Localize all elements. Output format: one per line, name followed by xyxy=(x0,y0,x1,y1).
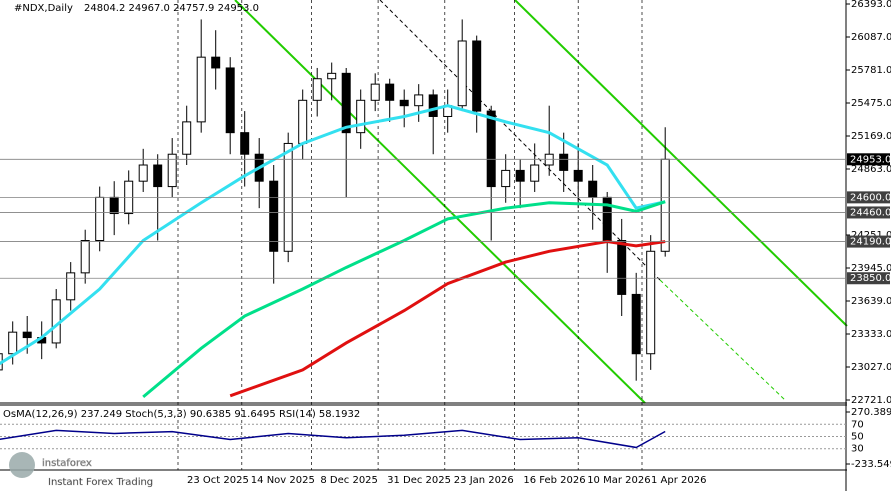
trend-line xyxy=(659,279,786,401)
candle-body xyxy=(646,250,656,355)
watermark: instaforex Instant Forex Trading xyxy=(9,452,153,488)
candle-body xyxy=(269,180,279,252)
candle-body xyxy=(22,331,32,339)
candle-body xyxy=(312,78,322,101)
candle-body xyxy=(617,240,627,295)
candle-body xyxy=(573,169,583,182)
x-tick-label: 16 Feb 2026 xyxy=(523,475,585,486)
osc-tick-label: 70 xyxy=(851,419,864,430)
candle-body xyxy=(399,99,409,107)
x-tick-label: 23 Jan 2026 xyxy=(454,475,514,486)
y-tick-label: 25475.0 xyxy=(851,98,891,109)
candle-body xyxy=(341,72,351,134)
osc-y2-tick-label: 270.389 xyxy=(851,407,891,418)
moving-average xyxy=(142,200,666,399)
logo xyxy=(9,452,35,478)
y-tick-label: 22721.0 xyxy=(851,395,891,406)
level-box xyxy=(847,206,890,219)
candle-body xyxy=(414,94,424,107)
level-box xyxy=(847,272,890,285)
candle-body xyxy=(95,196,105,242)
osc-tick-label: 30 xyxy=(851,444,864,455)
candle-body xyxy=(428,94,438,117)
candle-body xyxy=(327,72,337,80)
candle-body xyxy=(153,164,163,188)
candle-body xyxy=(298,99,308,144)
candle-body xyxy=(109,196,119,215)
x-tick-label: 10 Mar 2026 xyxy=(587,475,650,486)
level-label: 24953.0 xyxy=(850,154,891,165)
x-tick-label: 23 Oct 2025 xyxy=(187,475,249,486)
level-box xyxy=(847,153,890,166)
brand: instaforex xyxy=(42,458,92,469)
y-tick-label: 25781.0 xyxy=(851,65,891,76)
candle-body xyxy=(515,169,525,182)
osc-y2-tick-label: -233.549 xyxy=(851,459,891,470)
level-label: 23850.0 xyxy=(850,273,891,284)
moving-average xyxy=(0,104,666,366)
trend-lines xyxy=(234,0,848,404)
candle-body xyxy=(631,293,641,355)
level-box xyxy=(847,235,890,248)
x-tick-label: 8 Dec 2025 xyxy=(320,475,378,486)
candle-body xyxy=(486,110,496,188)
y-tick-label: 24251.0 xyxy=(851,230,891,241)
ohlc: 24804.2 24967.0 24757.9 24953.0 xyxy=(84,3,259,14)
candle-body xyxy=(472,40,482,112)
candle-body xyxy=(225,67,235,134)
trend-line xyxy=(234,0,646,404)
candle-body xyxy=(182,121,192,155)
y-tick-label: 23333.0 xyxy=(851,329,891,340)
osc-tick-label: 50 xyxy=(851,432,864,443)
x-tick-label: 31 Dec 2025 xyxy=(387,475,451,486)
moving-average xyxy=(229,240,666,398)
y-tick-label: 26087.0 xyxy=(851,32,891,43)
y-tick-label: 25169.0 xyxy=(851,131,891,142)
y-tick-label: 23027.0 xyxy=(851,362,891,373)
candle-body xyxy=(356,99,366,134)
candle-body xyxy=(66,272,76,301)
candle-body xyxy=(457,40,467,107)
candle-body xyxy=(501,169,511,188)
level-box xyxy=(847,191,890,204)
y-tick-label: 26393.0 xyxy=(851,0,891,10)
oscillator-title: OsMA(12,26,9) 237.249 Stoch(5,3,3) 90.63… xyxy=(3,409,360,420)
candle-body xyxy=(660,158,670,252)
trend-line xyxy=(379,0,661,281)
candle-body xyxy=(167,153,177,188)
y-tick-label: 23945.0 xyxy=(851,263,891,274)
y-tick-label: 24863.0 xyxy=(851,164,891,175)
candle-body xyxy=(80,240,90,274)
candle-body xyxy=(370,83,380,101)
candle-body xyxy=(211,56,221,69)
candle-body xyxy=(588,180,598,198)
trend-line xyxy=(514,0,848,327)
level-label: 24460.0 xyxy=(850,207,891,218)
tagline: Instant Forex Trading xyxy=(48,477,153,488)
symbol: #NDX,Daily xyxy=(14,3,73,14)
candle-body xyxy=(8,331,18,355)
y-tick-label: 23639.0 xyxy=(851,296,891,307)
level-label: 24190.0 xyxy=(850,237,891,248)
candle-body xyxy=(196,56,206,123)
candle-body xyxy=(240,132,250,155)
candle-body xyxy=(530,164,540,182)
x-tick-label: 14 Nov 2025 xyxy=(251,475,315,486)
candle-body xyxy=(559,153,569,171)
oscillator-line xyxy=(0,429,666,449)
candle-body xyxy=(385,83,395,101)
candle-body xyxy=(138,164,148,182)
level-label: 24600.0 xyxy=(850,192,891,203)
x-tick-label: 1 Apr 2026 xyxy=(651,475,706,486)
